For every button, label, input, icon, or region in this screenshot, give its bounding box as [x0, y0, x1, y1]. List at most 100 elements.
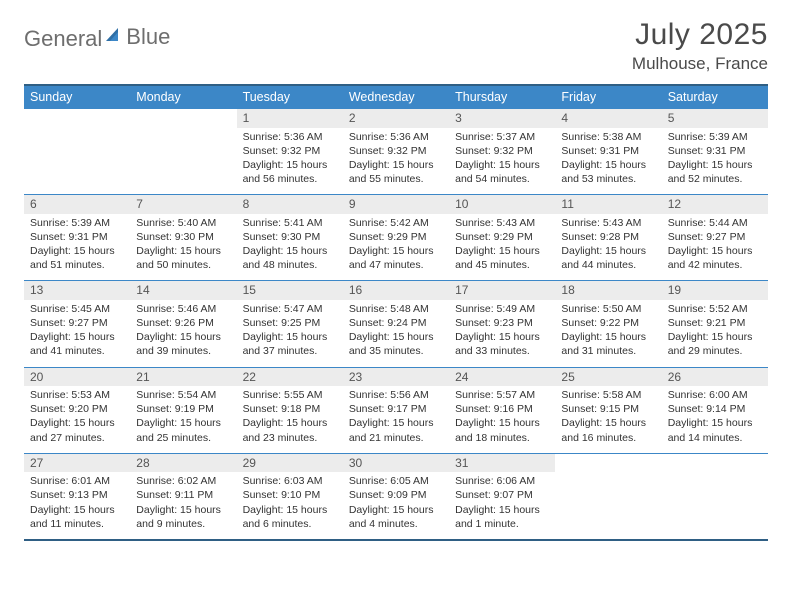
- daylight-line: Daylight: 15 hours and 55 minutes.: [349, 158, 443, 186]
- daylight-line: Daylight: 15 hours and 9 minutes.: [136, 503, 230, 531]
- sunrise-line: Sunrise: 6:05 AM: [349, 474, 443, 488]
- sunrise-line: Sunrise: 6:00 AM: [668, 388, 762, 402]
- day-number: 26: [662, 367, 768, 386]
- sunset-line: Sunset: 9:31 PM: [30, 230, 124, 244]
- day-detail: Sunrise: 6:06 AMSunset: 9:07 PMDaylight:…: [449, 472, 555, 539]
- day-detail: Sunrise: 5:36 AMSunset: 9:32 PMDaylight:…: [237, 128, 343, 195]
- sunrise-line: Sunrise: 5:39 AM: [668, 130, 762, 144]
- daylight-line: Daylight: 15 hours and 4 minutes.: [349, 503, 443, 531]
- day-number: 10: [449, 195, 555, 214]
- daylight-line: Daylight: 15 hours and 48 minutes.: [243, 244, 337, 272]
- dow-header: Thursday: [449, 85, 555, 109]
- sunrise-line: Sunrise: 5:46 AM: [136, 302, 230, 316]
- sunrise-line: Sunrise: 5:54 AM: [136, 388, 230, 402]
- day-number: 15: [237, 281, 343, 300]
- day-number: 29: [237, 453, 343, 472]
- day-detail: Sunrise: 5:45 AMSunset: 9:27 PMDaylight:…: [24, 300, 130, 367]
- day-number: 30: [343, 453, 449, 472]
- sunrise-line: Sunrise: 6:02 AM: [136, 474, 230, 488]
- day-detail: Sunrise: 5:48 AMSunset: 9:24 PMDaylight:…: [343, 300, 449, 367]
- sunset-line: Sunset: 9:15 PM: [561, 402, 655, 416]
- day-number: 22: [237, 367, 343, 386]
- sunset-line: Sunset: 9:27 PM: [30, 316, 124, 330]
- sunset-line: Sunset: 9:21 PM: [668, 316, 762, 330]
- daylight-line: Daylight: 15 hours and 33 minutes.: [455, 330, 549, 358]
- logo: General Blue: [24, 18, 170, 52]
- week-detail-row: Sunrise: 5:53 AMSunset: 9:20 PMDaylight:…: [24, 386, 768, 453]
- daylight-line: Daylight: 15 hours and 18 minutes.: [455, 416, 549, 444]
- day-detail: Sunrise: 5:40 AMSunset: 9:30 PMDaylight:…: [130, 214, 236, 281]
- sunset-line: Sunset: 9:31 PM: [668, 144, 762, 158]
- sunrise-line: Sunrise: 5:47 AM: [243, 302, 337, 316]
- sunrise-line: Sunrise: 5:36 AM: [349, 130, 443, 144]
- sunset-line: Sunset: 9:11 PM: [136, 488, 230, 502]
- daylight-line: Daylight: 15 hours and 51 minutes.: [30, 244, 124, 272]
- week-detail-row: Sunrise: 5:36 AMSunset: 9:32 PMDaylight:…: [24, 128, 768, 195]
- day-detail: Sunrise: 5:58 AMSunset: 9:15 PMDaylight:…: [555, 386, 661, 453]
- day-number: 21: [130, 367, 236, 386]
- daylight-line: Daylight: 15 hours and 47 minutes.: [349, 244, 443, 272]
- day-detail: Sunrise: 5:53 AMSunset: 9:20 PMDaylight:…: [24, 386, 130, 453]
- sunset-line: Sunset: 9:17 PM: [349, 402, 443, 416]
- daylight-line: Daylight: 15 hours and 21 minutes.: [349, 416, 443, 444]
- sunrise-line: Sunrise: 5:58 AM: [561, 388, 655, 402]
- sunset-line: Sunset: 9:27 PM: [668, 230, 762, 244]
- day-detail: Sunrise: 5:57 AMSunset: 9:16 PMDaylight:…: [449, 386, 555, 453]
- sunrise-line: Sunrise: 5:53 AM: [30, 388, 124, 402]
- dow-header: Wednesday: [343, 85, 449, 109]
- empty-day-detail: [662, 472, 768, 539]
- day-number: 19: [662, 281, 768, 300]
- empty-day-detail: [555, 472, 661, 539]
- day-number: 7: [130, 195, 236, 214]
- day-detail: Sunrise: 6:03 AMSunset: 9:10 PMDaylight:…: [237, 472, 343, 539]
- day-detail: Sunrise: 6:01 AMSunset: 9:13 PMDaylight:…: [24, 472, 130, 539]
- dow-header: Friday: [555, 85, 661, 109]
- daylight-line: Daylight: 15 hours and 50 minutes.: [136, 244, 230, 272]
- day-detail: Sunrise: 5:41 AMSunset: 9:30 PMDaylight:…: [237, 214, 343, 281]
- daylight-line: Daylight: 15 hours and 27 minutes.: [30, 416, 124, 444]
- sunrise-line: Sunrise: 5:38 AM: [561, 130, 655, 144]
- sunrise-line: Sunrise: 5:36 AM: [243, 130, 337, 144]
- day-number: 31: [449, 453, 555, 472]
- month-title: July 2025: [632, 18, 768, 52]
- sunrise-line: Sunrise: 6:01 AM: [30, 474, 124, 488]
- sunrise-line: Sunrise: 5:48 AM: [349, 302, 443, 316]
- sunset-line: Sunset: 9:20 PM: [30, 402, 124, 416]
- sunset-line: Sunset: 9:10 PM: [243, 488, 337, 502]
- logo-text-general: General: [24, 26, 102, 52]
- logo-text-blue: Blue: [126, 24, 170, 50]
- sunrise-line: Sunrise: 5:57 AM: [455, 388, 549, 402]
- empty-day-number: [555, 453, 661, 472]
- day-detail: Sunrise: 5:52 AMSunset: 9:21 PMDaylight:…: [662, 300, 768, 367]
- daylight-line: Daylight: 15 hours and 14 minutes.: [668, 416, 762, 444]
- sunrise-line: Sunrise: 5:44 AM: [668, 216, 762, 230]
- daylight-line: Daylight: 15 hours and 6 minutes.: [243, 503, 337, 531]
- calendar-bottom-border: [24, 539, 768, 541]
- sunset-line: Sunset: 9:25 PM: [243, 316, 337, 330]
- sunset-line: Sunset: 9:22 PM: [561, 316, 655, 330]
- day-number: 20: [24, 367, 130, 386]
- day-number: 3: [449, 109, 555, 128]
- sunrise-line: Sunrise: 5:50 AM: [561, 302, 655, 316]
- sunrise-line: Sunrise: 5:55 AM: [243, 388, 337, 402]
- sunset-line: Sunset: 9:19 PM: [136, 402, 230, 416]
- sunrise-line: Sunrise: 5:42 AM: [349, 216, 443, 230]
- sunrise-line: Sunrise: 5:56 AM: [349, 388, 443, 402]
- sunset-line: Sunset: 9:29 PM: [455, 230, 549, 244]
- sunset-line: Sunset: 9:26 PM: [136, 316, 230, 330]
- dow-header: Monday: [130, 85, 236, 109]
- sunset-line: Sunset: 9:32 PM: [243, 144, 337, 158]
- daylight-line: Daylight: 15 hours and 16 minutes.: [561, 416, 655, 444]
- sunrise-line: Sunrise: 5:43 AM: [561, 216, 655, 230]
- day-detail: Sunrise: 5:36 AMSunset: 9:32 PMDaylight:…: [343, 128, 449, 195]
- day-number: 9: [343, 195, 449, 214]
- sunset-line: Sunset: 9:07 PM: [455, 488, 549, 502]
- day-detail: Sunrise: 5:38 AMSunset: 9:31 PMDaylight:…: [555, 128, 661, 195]
- sunset-line: Sunset: 9:28 PM: [561, 230, 655, 244]
- daylight-line: Daylight: 15 hours and 31 minutes.: [561, 330, 655, 358]
- day-detail: Sunrise: 5:47 AMSunset: 9:25 PMDaylight:…: [237, 300, 343, 367]
- week-daynum-row: 20212223242526: [24, 367, 768, 386]
- daylight-line: Daylight: 15 hours and 44 minutes.: [561, 244, 655, 272]
- day-number: 24: [449, 367, 555, 386]
- day-detail: Sunrise: 5:46 AMSunset: 9:26 PMDaylight:…: [130, 300, 236, 367]
